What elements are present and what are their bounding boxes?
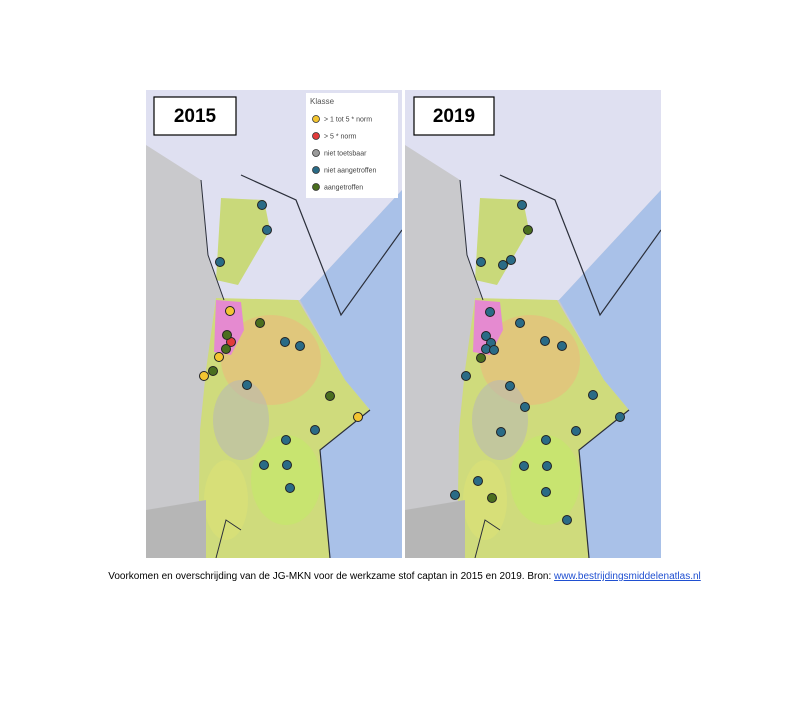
- point: [523, 225, 533, 235]
- legend-label: aangetroffen: [324, 185, 363, 192]
- point: [473, 476, 483, 486]
- source-link[interactable]: www.bestrijdingsmiddelenatlas.nl: [554, 571, 701, 582]
- point: [506, 255, 516, 265]
- year-box: [153, 96, 237, 136]
- point: [476, 257, 486, 267]
- legend-swatch: [312, 149, 320, 157]
- caption: Voorkomen en overschrijding van de JG-MK…: [0, 571, 809, 582]
- point: [485, 307, 495, 317]
- point: [221, 344, 231, 354]
- legend-label: > 1 tot 5 * norm: [324, 117, 372, 124]
- point: [257, 200, 267, 210]
- map-2019: [405, 90, 661, 558]
- point: [505, 381, 515, 391]
- year-label: 2019: [433, 106, 475, 127]
- point: [517, 200, 527, 210]
- measurement-points: [199, 200, 625, 525]
- point: [450, 490, 460, 500]
- point: [541, 487, 551, 497]
- legend-swatch: [312, 166, 320, 174]
- year-label: 2015: [174, 106, 217, 127]
- point: [282, 460, 292, 470]
- point: [476, 353, 486, 363]
- point: [325, 391, 335, 401]
- point: [280, 337, 290, 347]
- point: [295, 341, 305, 351]
- point: [542, 461, 552, 471]
- point: [199, 371, 209, 381]
- point: [615, 412, 625, 422]
- point: [519, 461, 529, 471]
- point: [208, 366, 218, 376]
- point: [588, 390, 598, 400]
- legend-swatch: [312, 115, 320, 123]
- legend-swatch: [312, 132, 320, 140]
- legend: > 1 tot 5 * norm > 5 * norm niet toetsbaar…: [312, 115, 377, 192]
- point: [353, 412, 363, 422]
- point: [259, 460, 269, 470]
- point: [461, 371, 471, 381]
- point: [222, 330, 232, 340]
- point: [515, 318, 525, 328]
- point: [310, 425, 320, 435]
- legend-label: > 5 * norm: [324, 134, 357, 141]
- point: [540, 336, 550, 346]
- legend-swatch: [312, 183, 320, 191]
- point: [571, 426, 581, 436]
- point: [489, 345, 499, 355]
- point: [562, 515, 572, 525]
- year-box: [413, 96, 495, 136]
- point: [541, 435, 551, 445]
- point: [496, 427, 506, 437]
- point: [285, 483, 295, 493]
- point: [242, 380, 252, 390]
- point: [215, 257, 225, 267]
- point: [557, 341, 567, 351]
- legend-title: Klasse: [310, 97, 335, 106]
- point: [214, 352, 224, 362]
- point: [487, 493, 497, 503]
- point: [262, 225, 272, 235]
- point: [225, 306, 235, 316]
- point: [498, 260, 508, 270]
- point: [520, 402, 530, 412]
- point: [281, 435, 291, 445]
- point: [481, 331, 491, 341]
- caption-text: Voorkomen en overschrijding van de JG-MK…: [108, 571, 552, 582]
- legend-label: niet aangetroffen: [324, 168, 377, 175]
- point: [255, 318, 265, 328]
- legend-label: niet toetsbaar: [324, 151, 367, 158]
- legend-box: [306, 93, 398, 198]
